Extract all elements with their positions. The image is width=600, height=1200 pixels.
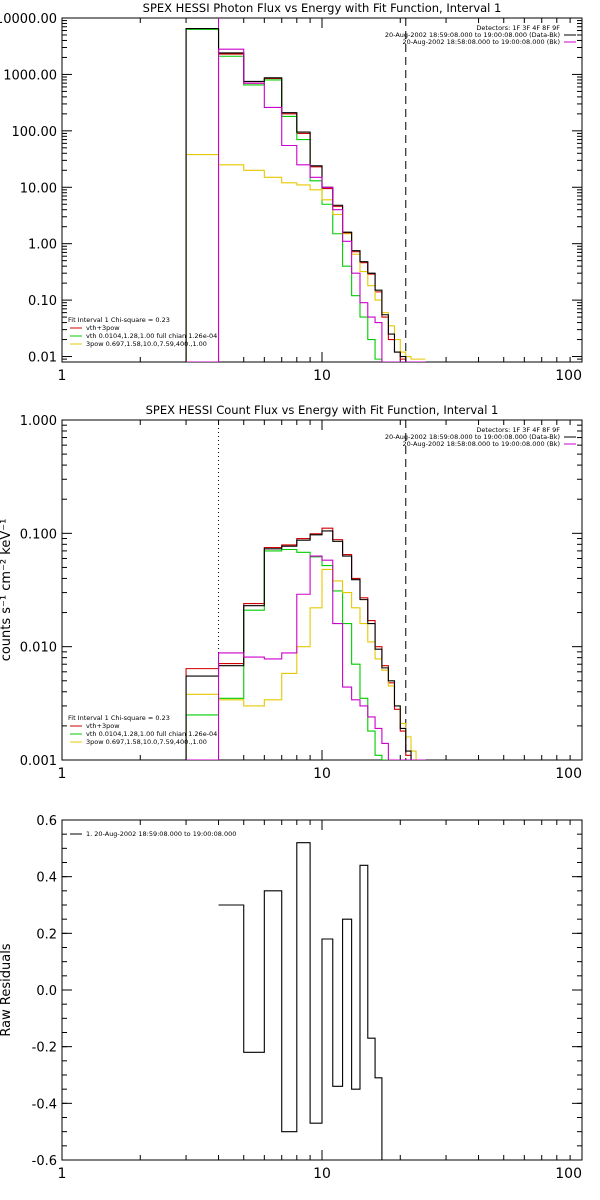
y-tick-label: 0.6: [36, 814, 57, 829]
legend-entry: 20-Aug-2002 18:58:08.000 to 19:00:08.000…: [403, 440, 560, 448]
plot-area: [185, 420, 426, 760]
y-tick-label: 1.000: [20, 414, 57, 429]
y-tick-label: -0.4: [32, 1097, 57, 1112]
y-tick-label: 10.00: [20, 181, 57, 196]
legend-entry: 3pow 0.697,1.58,10.0,7.59,400.,1.00: [86, 340, 207, 348]
legend-entry: vth+3pow: [86, 722, 120, 730]
y-tick-label: -0.2: [32, 1041, 57, 1056]
series-vth-3pow: [185, 527, 426, 760]
x-tick-label: 1: [58, 1166, 67, 1182]
plot-area: [185, 18, 426, 362]
y-tick-label: 0.010: [20, 641, 57, 656]
y-tick-label: 1.00: [28, 238, 57, 253]
x-tick-label: 10: [313, 1166, 331, 1182]
series-background: [186, 48, 426, 362]
x-tick-label: 100: [555, 766, 582, 782]
legend-entry: vth 0.0104,1.28,1.00 full chian 1.26e-04: [86, 332, 217, 340]
y-tick-label: 1000.00: [3, 68, 57, 83]
y-tick-label: 0.01: [28, 351, 57, 366]
y-tick-label: 0.10: [28, 294, 57, 309]
chart-title: SPEX HESSI Photon Flux vs Energy with Fi…: [143, 1, 502, 15]
plot-area: [218, 842, 401, 1160]
y-tick-label: 100.00: [12, 125, 58, 140]
series-1-: [218, 842, 401, 1160]
legend-entry: 20-Aug-2002 18:58:08.000 to 19:00:08.000…: [403, 38, 560, 46]
legend-entry: 20-Aug-2002 18:59:08.000 to 19:00:08.000…: [385, 433, 560, 441]
chart-count: SPEX HESSI Count Flux vs Energy with Fit…: [0, 403, 583, 782]
y-tick-label: -0.6: [32, 1154, 57, 1169]
x-tick-label: 1: [58, 368, 67, 384]
series-3pow: [185, 568, 426, 760]
x-tick-label: 100: [555, 368, 582, 384]
series-background: [186, 555, 426, 760]
y-tick-label: 0.001: [20, 754, 57, 769]
legend-entry: Fit Interval 1 Chi-square = 0.23: [68, 714, 170, 722]
y-tick-label: 0.0: [36, 984, 57, 999]
series-vth: [185, 548, 426, 760]
y-tick-label: 0.2: [36, 927, 57, 942]
legend-entry: 20-Aug-2002 18:59:08.000 to 19:00:08.000…: [385, 31, 560, 39]
legend-entry: vth 0.0104,1.28,1.00 full chian 1.26e-04: [86, 730, 217, 738]
y-axis-label: counts s⁻¹ cm⁻² keV⁻¹: [0, 519, 14, 662]
y-tick-label: 0.100: [20, 527, 57, 542]
chart-residuals: Raw Residuals 1 10 100 0.6 0.4 0.2 0.0 -0.2 -0.4 -…: [0, 814, 583, 1182]
chart-title: SPEX HESSI Count Flux vs Energy with Fit…: [146, 403, 499, 417]
x-tick-label: 100: [555, 1166, 582, 1182]
x-tick-label: 10: [313, 766, 331, 782]
legend-entry: vth+3pow: [86, 324, 120, 332]
x-tick-label: 1: [58, 766, 67, 782]
legend-entry: Detectors: 1F 3F 4F 8F 9F: [476, 24, 560, 32]
series-vth-3pow: [185, 28, 426, 362]
series-vth: [185, 28, 426, 362]
y-tick-label: 10000.00: [0, 12, 57, 27]
series-3pow: [185, 154, 426, 362]
legend-entry: 1. 20-Aug-2002 18:59:08.000 to 19:00:08.…: [86, 830, 236, 838]
series-data: [185, 28, 426, 362]
x-tick-label: 10: [313, 368, 331, 384]
chart-photon: SPEX HESSI Photon Flux vs Energy with Fi…: [0, 1, 583, 384]
y-tick-label: 0.4: [36, 871, 57, 886]
legend-entry: Detectors: 1F 3F 4F 8F 9F: [476, 426, 560, 434]
legend-entry: 3pow 0.697,1.58,10.0,7.59,400.,1.00: [86, 738, 207, 746]
legend-entry: Fit Interval 1 Chi-square = 0.23: [68, 316, 170, 324]
series-data: [185, 530, 426, 760]
y-axis-label: Raw Residuals: [0, 943, 14, 1036]
